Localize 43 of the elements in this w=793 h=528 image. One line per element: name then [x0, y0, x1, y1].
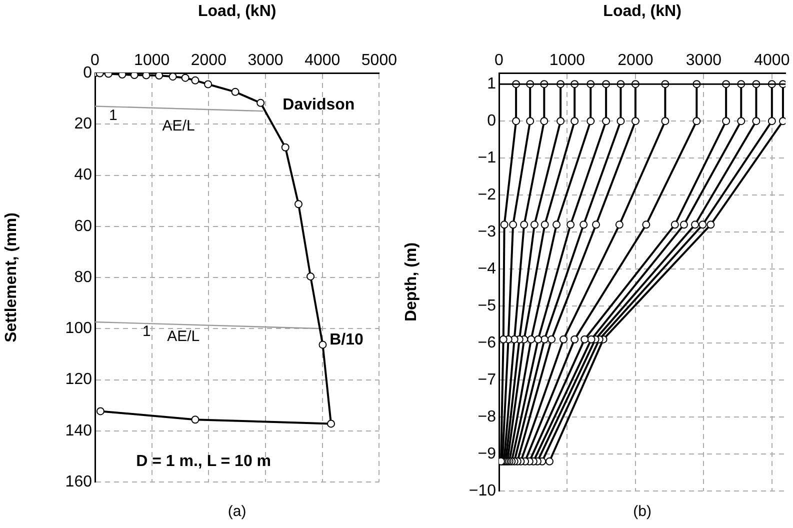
annotation: Davidson	[282, 96, 355, 114]
y-tick-label: 1	[487, 76, 496, 93]
x-tick-label: 1000	[549, 52, 586, 69]
y-tick-label: −1	[478, 149, 496, 166]
x-tick-label: 3000	[248, 52, 284, 69]
annotation: AE/L	[162, 117, 195, 134]
y-axis-title: Depth, (m)	[403, 242, 420, 322]
text: (a)	[228, 503, 246, 520]
annotation: 1	[142, 323, 151, 340]
annotation: B/10	[330, 331, 364, 348]
y-tick-label: −7	[478, 371, 496, 388]
y-tick-label: 140	[65, 422, 92, 440]
annotation: D = 1 m., L = 10 m	[136, 452, 272, 470]
y-axis-title: Settlement, (mm)	[3, 212, 20, 342]
y-tick-label: 0	[83, 64, 92, 82]
y-tick-label: −10	[468, 482, 496, 500]
y-tick-label: −3	[478, 223, 496, 240]
x-tick-label: 4000	[304, 52, 340, 69]
y-tick-label: 100	[65, 320, 92, 338]
annotation: 1	[109, 107, 118, 124]
y-tick-label: −8	[478, 408, 496, 426]
y-tick-label: −9	[478, 445, 496, 462]
y-tick-label: −6	[478, 334, 496, 352]
y-tick-label: −5	[478, 297, 496, 314]
text: (b)	[633, 503, 652, 520]
y-tick-label: −2	[478, 186, 496, 204]
x-axis-title: Load, (kN)	[198, 3, 276, 20]
annotation: AE/L	[167, 328, 200, 345]
y-tick-label: −4	[478, 260, 496, 278]
y-tick-label: 120	[65, 371, 92, 388]
x-tick-label: 1000	[134, 52, 170, 69]
y-tick-label: 40	[74, 166, 92, 184]
y-tick-label: 0	[487, 112, 496, 130]
x-tick-label: 3000	[686, 52, 722, 69]
x-tick-label: 5000	[361, 52, 398, 69]
x-tick-label: 4000	[754, 52, 790, 69]
y-tick-label: 160	[65, 473, 92, 490]
y-tick-label: 60	[74, 218, 92, 235]
x-tick-label: 2000	[618, 52, 654, 69]
y-tick-label: 20	[74, 116, 92, 133]
x-axis-title: Load, (kN)	[603, 3, 682, 20]
x-tick-label: 2000	[190, 52, 227, 69]
y-tick-label: 80	[74, 268, 92, 286]
